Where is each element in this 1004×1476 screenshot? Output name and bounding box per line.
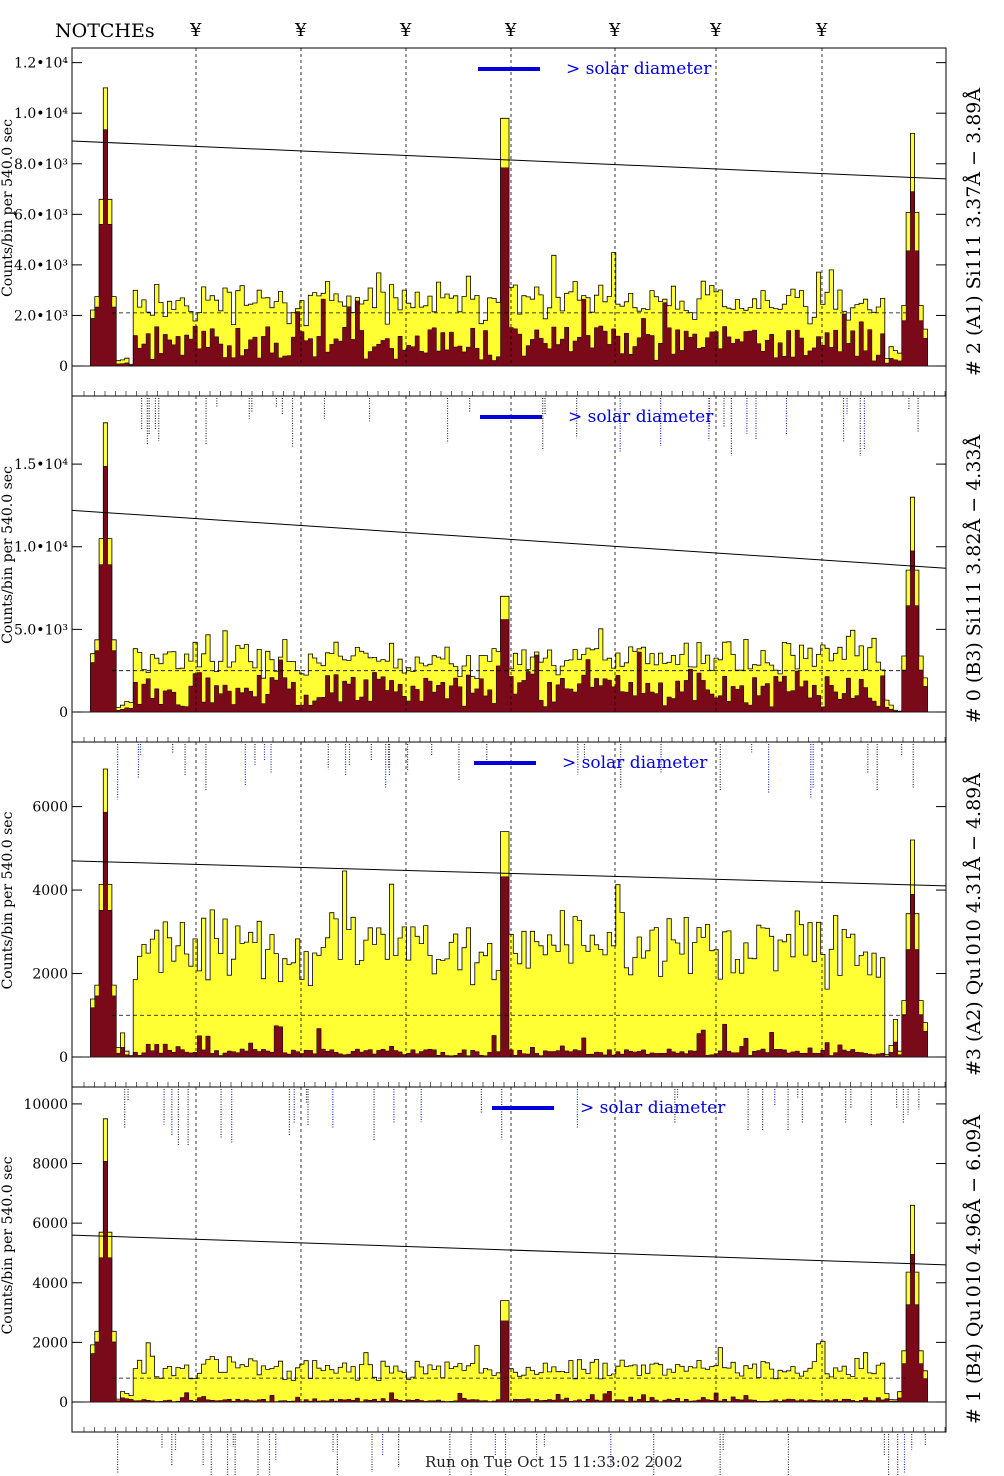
y-tick-label: 4.0•10³ bbox=[14, 258, 68, 274]
panel-label: # 1 (B4) Qu1010 4.96Å − 6.09Å bbox=[963, 1115, 985, 1425]
y-tick-label: 2.0•10³ bbox=[14, 308, 68, 324]
y-tick-label: 8.0•10³ bbox=[14, 157, 68, 173]
spectrum-panel-3: 0 2000 4000 6000 Counts/bin per 540.0 sec #3 … bbox=[0, 741, 985, 1147]
filtered-counts-histogram bbox=[82, 465, 936, 713]
y-tick-label: 4000 bbox=[32, 1276, 68, 1292]
run-date-footer: Run on Tue Oct 15 11:33:02 2002 bbox=[425, 1453, 683, 1471]
notch-marker-4: ¥ bbox=[504, 20, 517, 41]
y-tick-label: 0 bbox=[59, 705, 68, 721]
panel-frame bbox=[71, 1086, 947, 1433]
notch-marker-7: ¥ bbox=[815, 20, 828, 41]
y-tick-label: 6.0•10³ bbox=[14, 207, 68, 223]
notch-header: NOTCHEs ¥ ¥ ¥ ¥ ¥ ¥ ¥ bbox=[55, 20, 828, 42]
notches-label: NOTCHEs bbox=[55, 20, 155, 42]
y-tick-label: 4000 bbox=[32, 883, 68, 899]
reference-line bbox=[71, 860, 947, 887]
notch-marker-1: ¥ bbox=[189, 20, 202, 41]
spectrum-panel-1: 0 2.0•10³ 4.0•10³ 6.0•10³ 8.0•10³ 1.0•10⁴ 1.2•… bbox=[0, 47, 985, 456]
panel-label: # 0 (B3) Si111 3.82Å − 4.33Å bbox=[963, 434, 985, 723]
y-tick-label: 2000 bbox=[32, 1335, 68, 1351]
reference-line bbox=[71, 140, 947, 180]
spectrum-panel-4: 0 2000 4000 6000 8000 10000 Counts/bin per 540… bbox=[0, 1086, 985, 1476]
filtered-counts-histogram bbox=[82, 811, 936, 1058]
reference-line bbox=[71, 1234, 947, 1266]
notch-marker-5: ¥ bbox=[608, 20, 621, 41]
y-tick-label: 1.5•10⁴ bbox=[14, 457, 68, 473]
y-tick-label: 0 bbox=[59, 359, 68, 375]
reference-line bbox=[71, 509, 947, 569]
y-tick-label: 1.0•10⁴ bbox=[14, 540, 68, 556]
y-tick-label: 1.2•10⁴ bbox=[14, 56, 68, 72]
y-axis-label: Counts/bin per 540.0 sec bbox=[0, 811, 16, 989]
solar-diameter-label: > solar diameter bbox=[568, 407, 714, 427]
y-tick-label: 6000 bbox=[32, 1216, 68, 1232]
solar-diameter-label: > solar diameter bbox=[580, 1098, 726, 1118]
y-tick-label: 8000 bbox=[32, 1157, 68, 1173]
y-axis-label: Counts/bin per 540.0 sec bbox=[0, 119, 16, 297]
notch-marker-3: ¥ bbox=[399, 20, 412, 41]
y-axis-label: Counts/bin per 540.0 sec bbox=[0, 466, 16, 644]
y-axis-label: Counts/bin per 540.0 sec bbox=[0, 1156, 16, 1334]
y-tick-label: 0 bbox=[59, 1395, 68, 1411]
panel-label: #3 (A2) Qu1010 4.31Å − 4.89Å bbox=[963, 773, 985, 1076]
notch-marker-2: ¥ bbox=[294, 20, 307, 41]
solar-diameter-label: > solar diameter bbox=[562, 753, 708, 773]
y-tick-label: 1.0•10⁴ bbox=[14, 106, 68, 122]
solar-diameter-label: > solar diameter bbox=[566, 59, 712, 79]
y-tick-label: 5.0•10³ bbox=[14, 622, 68, 638]
filtered-counts-histogram bbox=[82, 129, 936, 367]
y-tick-label: 10000 bbox=[23, 1097, 68, 1113]
panel-label: # 2 (A1) Si111 3.37Å − 3.89Å bbox=[963, 88, 985, 376]
filtered-counts-histogram bbox=[82, 1161, 936, 1403]
y-tick-label: 6000 bbox=[32, 800, 68, 816]
notch-marker-6: ¥ bbox=[709, 20, 722, 41]
y-tick-label: 2000 bbox=[32, 967, 68, 983]
y-tick-label: 0 bbox=[59, 1050, 68, 1066]
